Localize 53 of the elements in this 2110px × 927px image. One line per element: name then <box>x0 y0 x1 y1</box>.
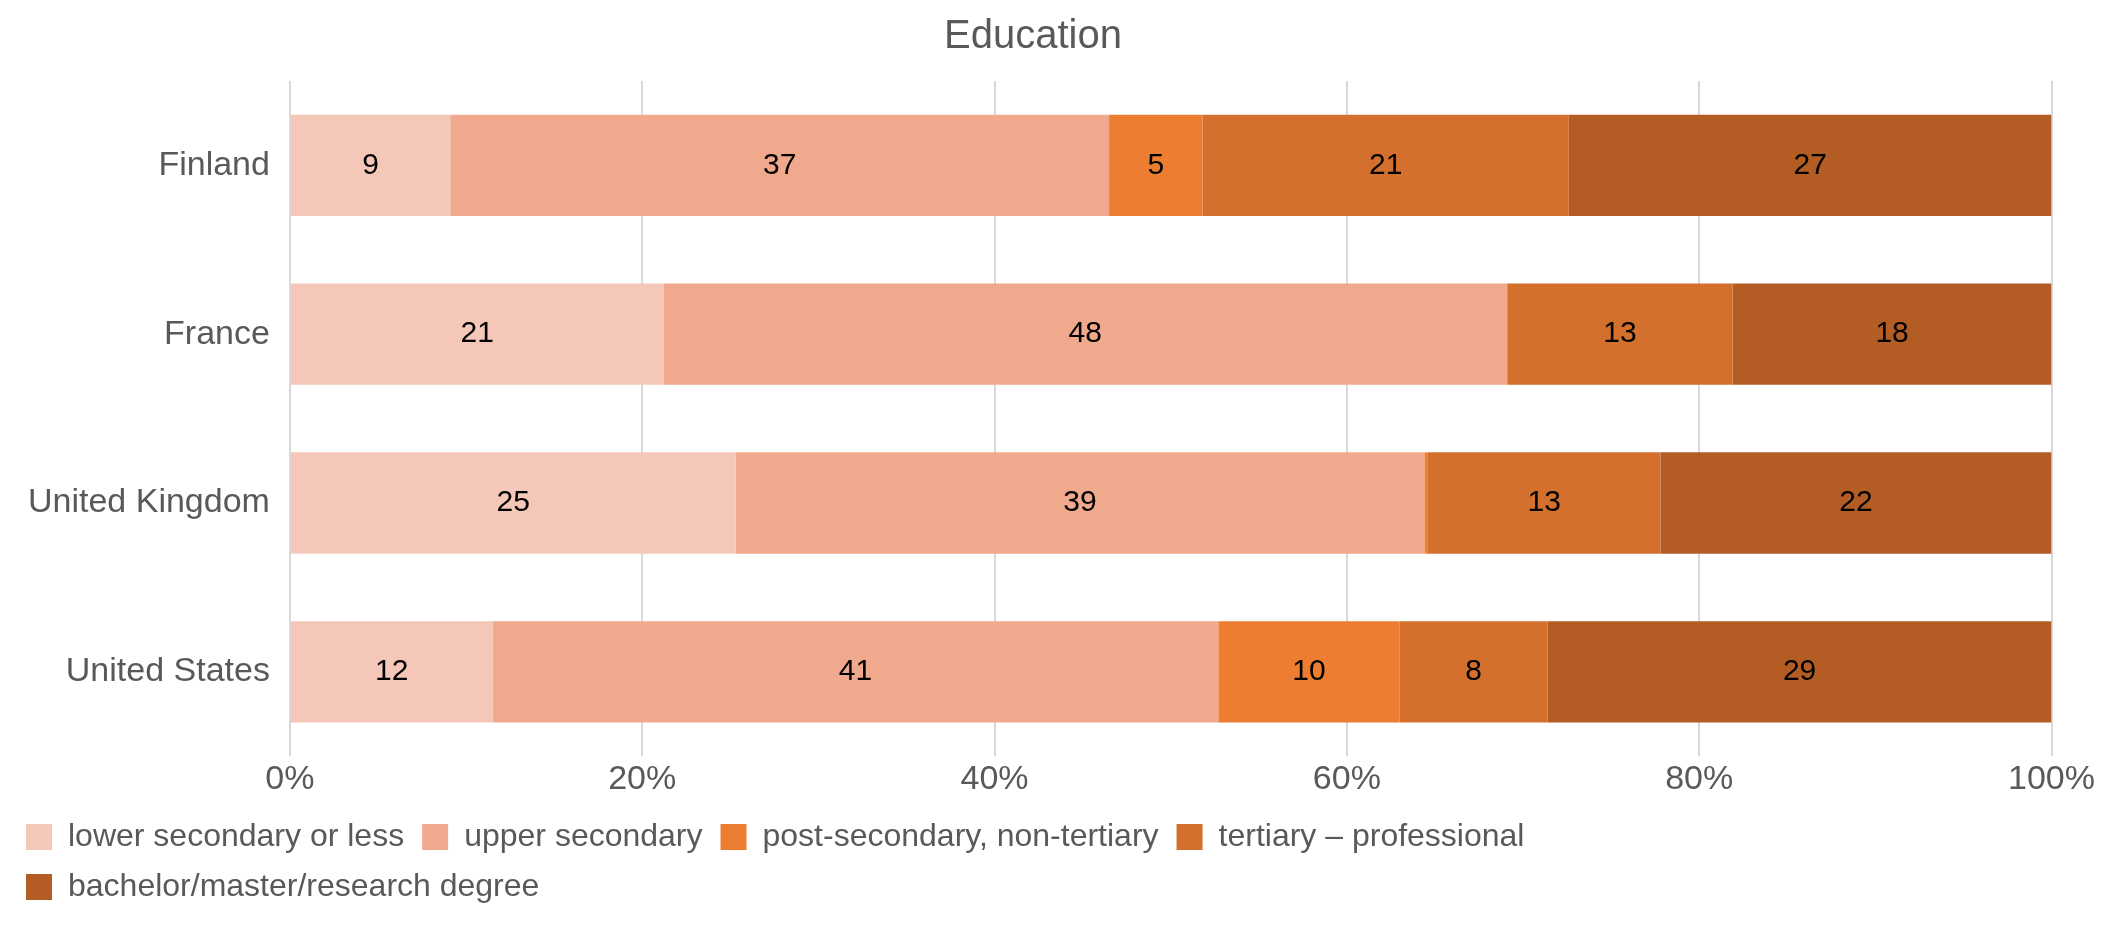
legend-label: lower secondary or less <box>68 816 405 853</box>
bar <box>290 114 451 217</box>
data-label: 21 <box>460 315 494 349</box>
y-tick-label: Finland <box>158 143 270 182</box>
data-label: 9 <box>362 146 379 180</box>
y-tick-label: France <box>164 312 270 351</box>
data-label: 13 <box>1603 315 1637 349</box>
legend-label: tertiary – professional <box>1218 816 1525 853</box>
data-label: 37 <box>762 146 797 180</box>
data-label: 12 <box>375 653 409 687</box>
data-label: 25 <box>496 484 530 518</box>
bar <box>1547 621 2052 723</box>
bar <box>735 452 1425 554</box>
bar <box>1202 114 1569 217</box>
bar <box>1218 621 1400 723</box>
data-label: 10 <box>1292 653 1326 687</box>
x-tick-label: 60% <box>1312 757 1381 796</box>
bar <box>1427 452 1661 554</box>
data-label: 5 <box>1147 146 1165 180</box>
x-tick-label: 40% <box>960 757 1029 796</box>
data-label: 8 <box>1465 653 1483 687</box>
data-label: 39 <box>1063 484 1097 518</box>
legend-label: bachelor/master/research degree <box>68 866 540 903</box>
bar <box>663 283 1508 385</box>
legend-label: upper secondary <box>464 816 703 853</box>
data-label: 27 <box>1793 146 1827 180</box>
bar <box>290 452 736 554</box>
y-tick-label: United Kingdom <box>28 481 270 520</box>
bar <box>1424 452 1428 554</box>
x-tick-label: 100% <box>2008 757 2095 796</box>
bar <box>290 283 664 385</box>
bar <box>1399 621 1548 723</box>
x-tick-label: 20% <box>608 757 677 796</box>
data-label: 48 <box>1068 315 1102 349</box>
data-label: 22 <box>1839 484 1873 518</box>
bar <box>1732 283 2052 385</box>
data-label: 21 <box>1368 146 1403 180</box>
data-label: 18 <box>1875 315 1909 349</box>
bar <box>492 621 1219 723</box>
bar <box>1109 114 1203 217</box>
bar <box>1507 283 1733 385</box>
chart-title: Education <box>944 12 1122 57</box>
bar <box>1568 114 2052 217</box>
legend-label: post-secondary, non-tertiary <box>762 816 1159 853</box>
x-tick-label: 0% <box>265 757 315 796</box>
y-tick-label: United States <box>65 650 270 689</box>
bar <box>1660 452 2052 554</box>
x-tick-label: 80% <box>1665 757 1734 796</box>
bar <box>450 114 1110 217</box>
data-label: 41 <box>838 653 873 687</box>
data-label: 13 <box>1527 484 1561 518</box>
bar <box>290 621 493 723</box>
data-label: 29 <box>1782 653 1817 687</box>
